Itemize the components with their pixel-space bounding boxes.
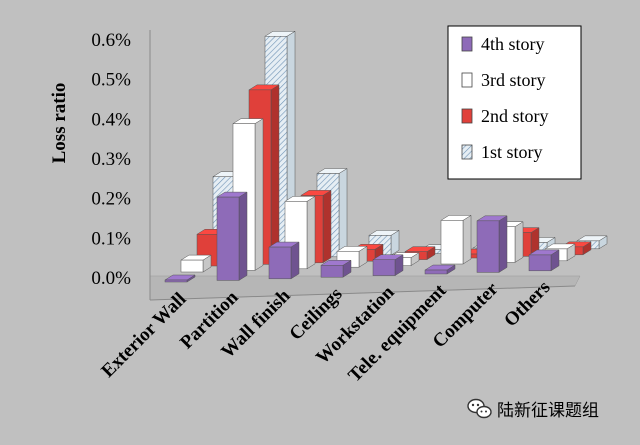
legend-swatch	[461, 72, 473, 88]
bar-4th-story-0	[164, 274, 196, 283]
legend: 4th story 3rd story 2nd story 1st story	[447, 25, 582, 180]
y-axis-label: Loss ratio	[49, 83, 70, 164]
legend-label: 1st story	[481, 142, 543, 162]
bar-4th-story-6	[476, 215, 508, 273]
y-tick-label: 0.4%	[91, 109, 131, 130]
y-tick-label: 0.2%	[91, 189, 131, 210]
y-tick-label: 0.1%	[91, 228, 131, 249]
watermark-text: 陆新征课题组	[497, 401, 599, 421]
y-tick-labels: 0.0% 0.1% 0.2% 0.3% 0.4% 0.5% 0.6%	[91, 30, 131, 289]
x-axis-line	[149, 285, 576, 301]
y-tick-label: 0.3%	[91, 149, 131, 170]
y-tick-label: 0.6%	[91, 30, 131, 51]
bars	[164, 30, 608, 283]
legend-swatch	[461, 108, 473, 124]
bar-4th-story-1	[216, 191, 248, 281]
legend-swatch	[461, 36, 473, 52]
bar-2nd-story-4	[404, 246, 436, 261]
legend-label: 4th story	[481, 34, 545, 54]
bar-4th-story-3	[320, 259, 352, 278]
bar-4th-story-4	[372, 254, 404, 277]
legend-swatch	[461, 144, 473, 160]
legend-label: 2nd story	[481, 106, 549, 126]
bar-4th-story-5	[424, 264, 456, 275]
bar-4th-story-2	[268, 241, 300, 280]
wechat-icon	[467, 398, 492, 419]
bar-3rd-story-5	[440, 214, 472, 265]
legend-label: 3rd story	[481, 70, 546, 90]
watermark: 陆新征课题组	[467, 398, 599, 421]
y-tick-label: 0.0%	[91, 268, 131, 289]
category-label: Exterior Wall	[97, 289, 190, 382]
y-tick-label: 0.5%	[91, 70, 131, 91]
bar-4th-story-7	[528, 249, 560, 272]
bar-3rd-story-0	[180, 254, 212, 273]
